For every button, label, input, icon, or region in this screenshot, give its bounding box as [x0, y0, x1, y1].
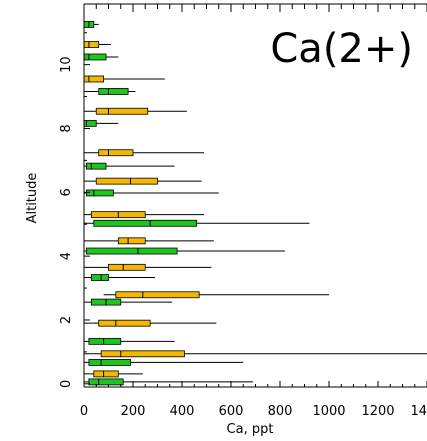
y-tick-label: 4: [59, 252, 74, 260]
y-tick-label: 2: [59, 316, 74, 324]
y-tick-label: 8: [59, 124, 74, 132]
box-green-12: [83, 21, 99, 28]
iqr-box: [115, 291, 200, 299]
box-orange-7: [84, 177, 202, 185]
axes-layer: 0 200 400 600 800 1000 1200 1400 0 2 4 6 8 10: [59, 3, 427, 419]
x-tick-label: 400: [170, 404, 195, 419]
x-axis-label: Ca, ppt: [227, 422, 274, 437]
box-green-11: [83, 53, 119, 61]
y-tick-label: 10: [59, 56, 74, 73]
iqr-box: [83, 41, 100, 48]
box-orange-4: [84, 263, 212, 271]
box-orange-6: [84, 211, 205, 219]
iqr-box: [98, 149, 134, 157]
iqr-box: [100, 350, 185, 358]
box-green-1: [84, 359, 244, 366]
box-green-3: [84, 298, 173, 306]
x-tick-label: 200: [121, 404, 146, 419]
box-orange-10: [83, 75, 165, 83]
box-green-4: [84, 274, 156, 281]
iqr-box: [90, 274, 109, 281]
box-orange-11: [83, 41, 111, 48]
box-green-10: [84, 88, 136, 95]
box-green-5: [84, 247, 285, 255]
iqr-box: [108, 263, 146, 271]
box-green-9: [83, 119, 119, 127]
iqr-box: [98, 319, 151, 327]
x-tick-label: 600: [219, 404, 244, 419]
box-green-8: [84, 162, 175, 170]
x-tick-label: 1000: [312, 404, 345, 419]
box-green-2: [84, 337, 175, 345]
box-orange-0: [84, 370, 143, 378]
box-green-7: [84, 189, 219, 197]
boxes-layer: [83, 21, 427, 386]
iqr-box: [98, 88, 129, 95]
box-orange-8: [84, 149, 205, 157]
box-orange-5: [84, 237, 214, 245]
box-orange-9: [84, 107, 187, 115]
iqr-box: [93, 219, 198, 227]
x-tick-label: 800: [268, 404, 293, 419]
box-orange-3: [103, 291, 329, 299]
iqr-box: [95, 177, 158, 185]
box-orange-2: [84, 319, 217, 327]
y-tick-label: 0: [59, 380, 74, 388]
x-tick-label: 0: [80, 404, 88, 419]
labels-layer: Ca(2+) Ca, ppt Altitude: [25, 26, 413, 437]
iqr-box: [88, 337, 122, 345]
iqr-box: [83, 119, 97, 127]
box-orange-1: [84, 350, 427, 358]
box-green-6: [84, 219, 310, 227]
iqr-box: [86, 189, 114, 197]
iqr-box: [83, 53, 107, 61]
x-tick-label: 1400: [410, 404, 427, 419]
iqr-box: [95, 107, 149, 115]
iqr-box: [88, 378, 124, 386]
iqr-box: [93, 370, 119, 378]
box-green-0: [84, 378, 254, 386]
iqr-box: [86, 247, 178, 255]
chart-annotation: Ca(2+): [270, 26, 413, 72]
iqr-box: [86, 162, 107, 170]
y-axis-label: Altitude: [25, 173, 40, 224]
iqr-box: [88, 359, 131, 366]
x-tick-label: 1200: [361, 404, 394, 419]
y-tick-label: 6: [59, 188, 74, 196]
iqr-box: [117, 237, 146, 245]
iqr-box: [83, 75, 105, 83]
